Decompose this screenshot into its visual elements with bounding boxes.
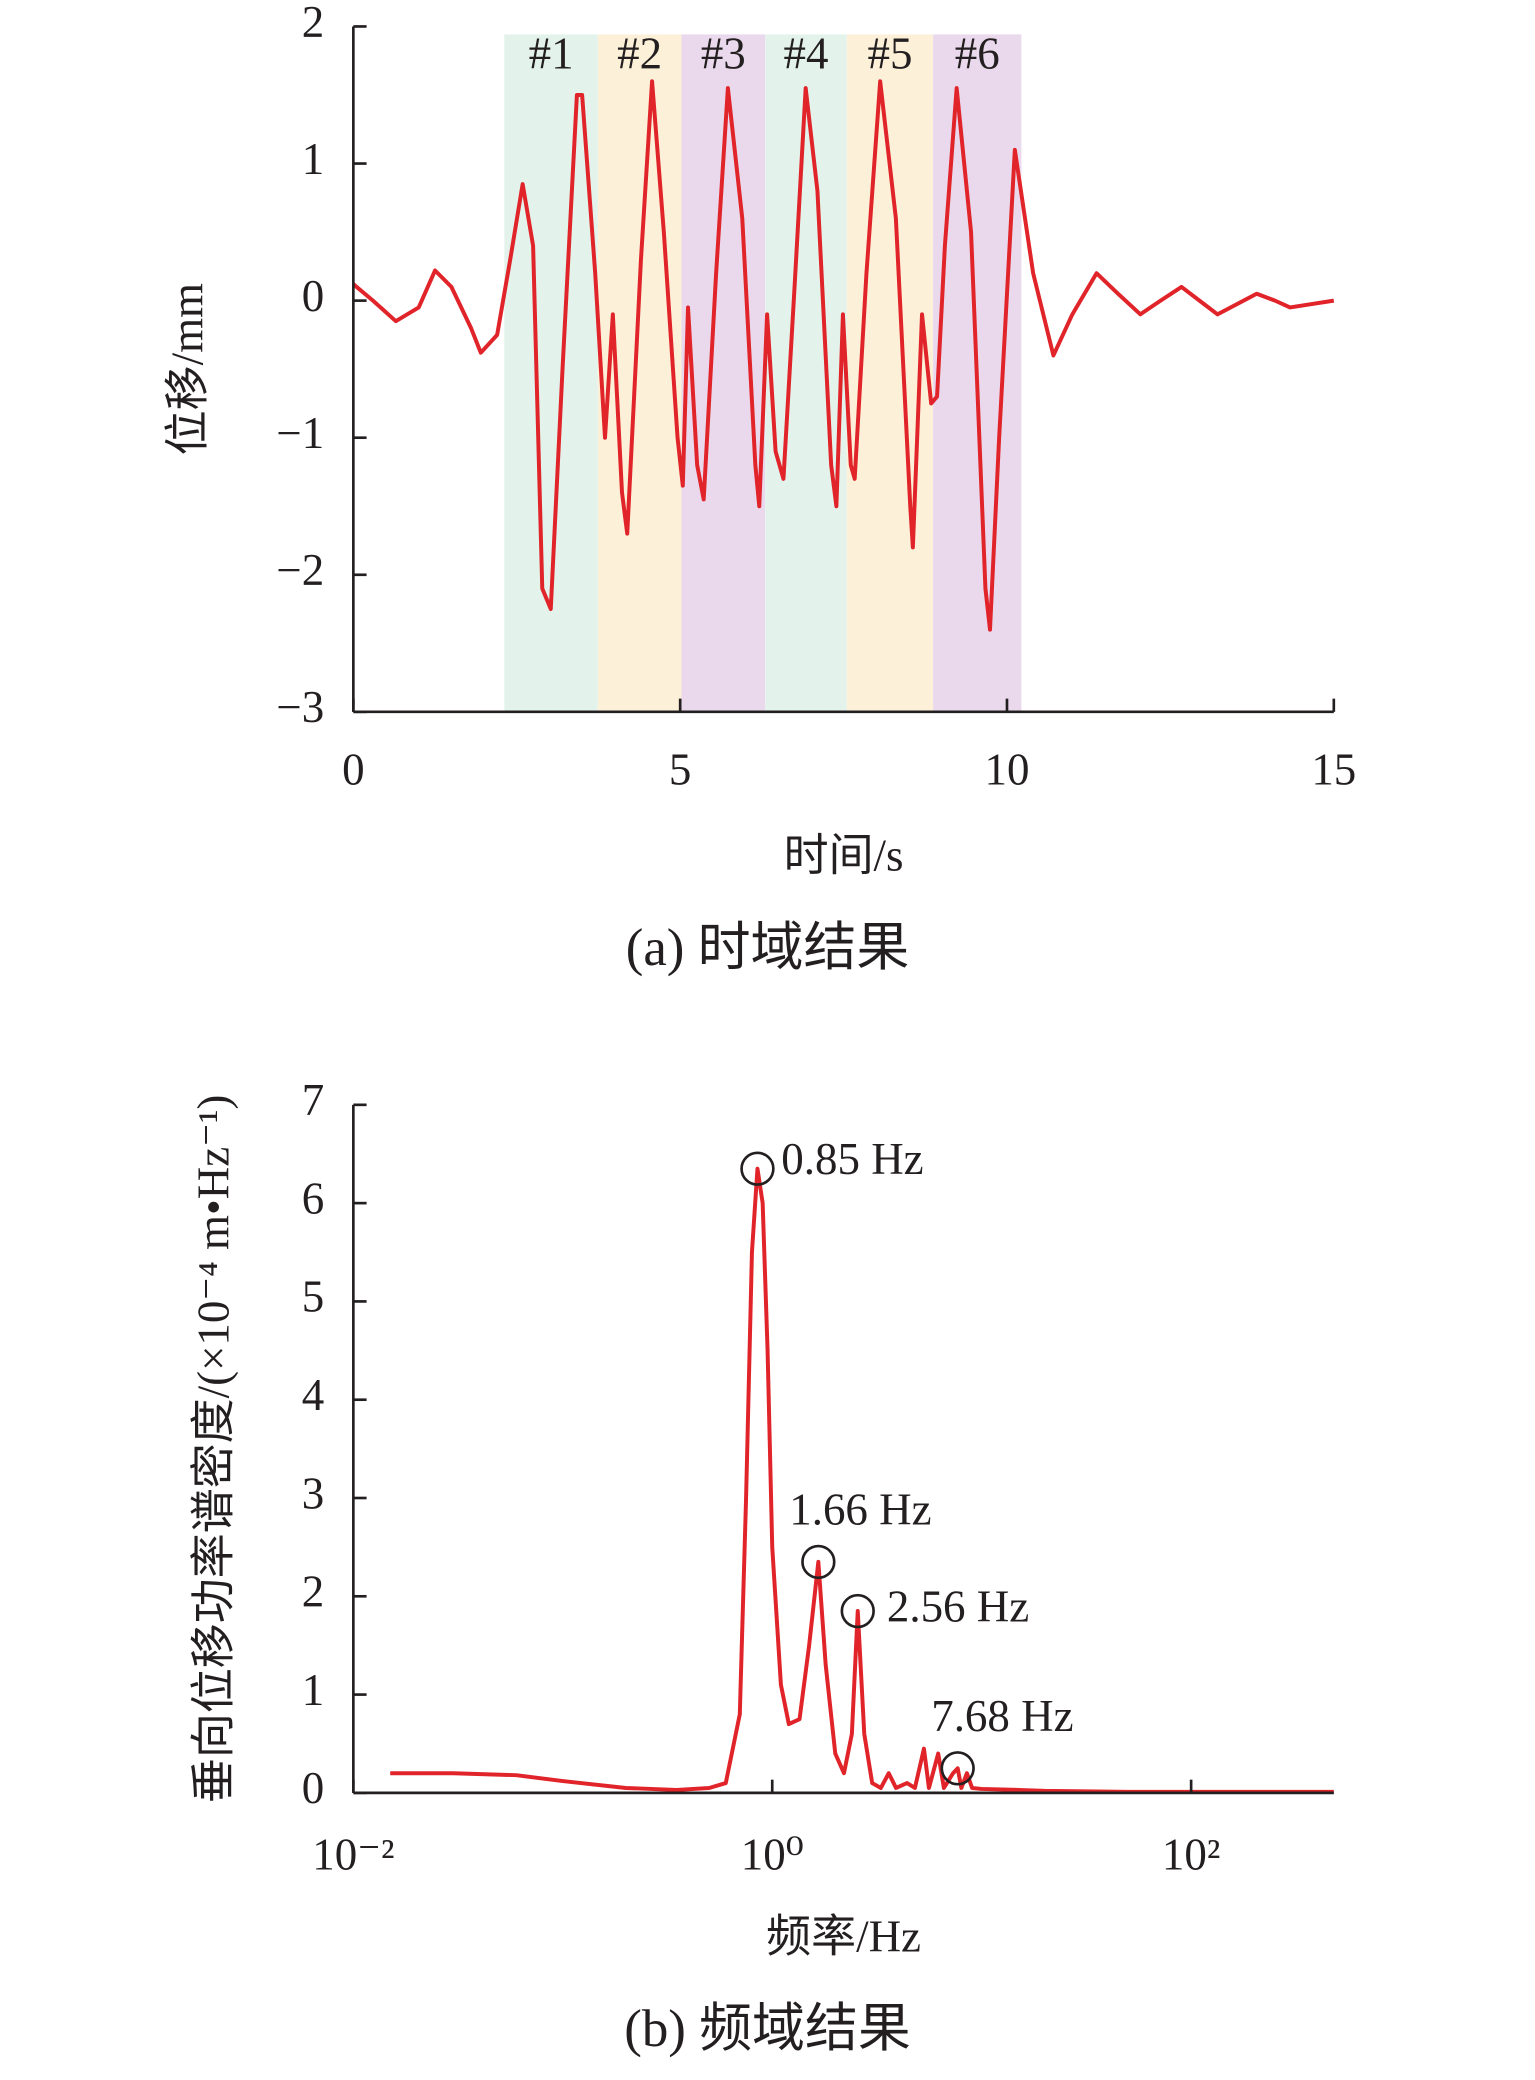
region <box>597 34 682 712</box>
peak-marker <box>840 1593 875 1629</box>
y-tick-label: −3 <box>276 682 324 732</box>
region-label: #2 <box>617 29 662 79</box>
chart-panel: 0.85 Hz 1.66 Hz 2.56 Hz 7.68 Hz 0 1 2 3 4 5 6 7 10⁻²… <box>189 1075 1334 2058</box>
annotation: 1.66 Hz <box>789 1485 931 1535</box>
y-tick-label: 4 <box>302 1370 324 1420</box>
region-label: #6 <box>955 29 1000 79</box>
data-line <box>390 1166 1334 1794</box>
y-tick-label: −1 <box>276 408 324 458</box>
y-tick-label: 2 <box>302 0 324 47</box>
x-tick-label: 15 <box>1311 744 1356 794</box>
x-tick-label: 0 <box>342 744 364 794</box>
y-tick-label: −2 <box>276 545 324 595</box>
region-label: #3 <box>701 29 746 79</box>
y-tick-label: 2 <box>302 1567 324 1617</box>
x-tick-label: 10² <box>1162 1829 1220 1879</box>
y-tick-label: 0 <box>302 271 324 321</box>
y-tick-label: 1 <box>302 1665 324 1715</box>
y-tick-label: 0 <box>302 1763 324 1813</box>
peak-marker <box>740 1151 775 1186</box>
caption: (b) 频域结果 <box>624 2000 911 2058</box>
region-label: #5 <box>868 29 913 79</box>
y-tick-label: 6 <box>302 1173 324 1223</box>
annotation: 0.85 Hz <box>781 1134 923 1184</box>
region-label: #1 <box>529 29 574 79</box>
region <box>765 34 847 712</box>
chart-panel: #1 #2 #3 #4 #5 #6 −3 −2 −1 0 1 2 0 5 10 15 时间/s 位移/mm (a) … <box>162 0 1356 977</box>
peak-marker <box>801 1544 836 1580</box>
y-tick-label: 7 <box>302 1075 324 1125</box>
caption: (a) 时域结果 <box>626 919 910 977</box>
annotation: 2.56 Hz <box>887 1581 1029 1631</box>
region-label: #4 <box>784 29 829 79</box>
x-tick-label: 10⁻² <box>312 1829 394 1879</box>
peak-marker <box>940 1751 975 1786</box>
x-axis-label: 频率/Hz <box>766 1911 921 1961</box>
x-axis-label: 时间/s <box>784 830 904 880</box>
data-line <box>352 79 1335 632</box>
x-tick-label: 10⁰ <box>741 1829 804 1879</box>
y-axis-label: 垂向位移功率谱密度/(×10⁻⁴ m•Hz⁻¹) <box>189 1095 239 1804</box>
y-tick-label: 1 <box>302 134 324 184</box>
x-tick-label: 5 <box>669 744 691 794</box>
y-tick-label: 3 <box>302 1468 324 1518</box>
y-axis-label: 位移/mm <box>162 283 212 455</box>
y-tick-label: 5 <box>302 1272 324 1322</box>
annotation: 7.68 Hz <box>931 1691 1073 1741</box>
x-tick-label: 10 <box>985 744 1030 794</box>
